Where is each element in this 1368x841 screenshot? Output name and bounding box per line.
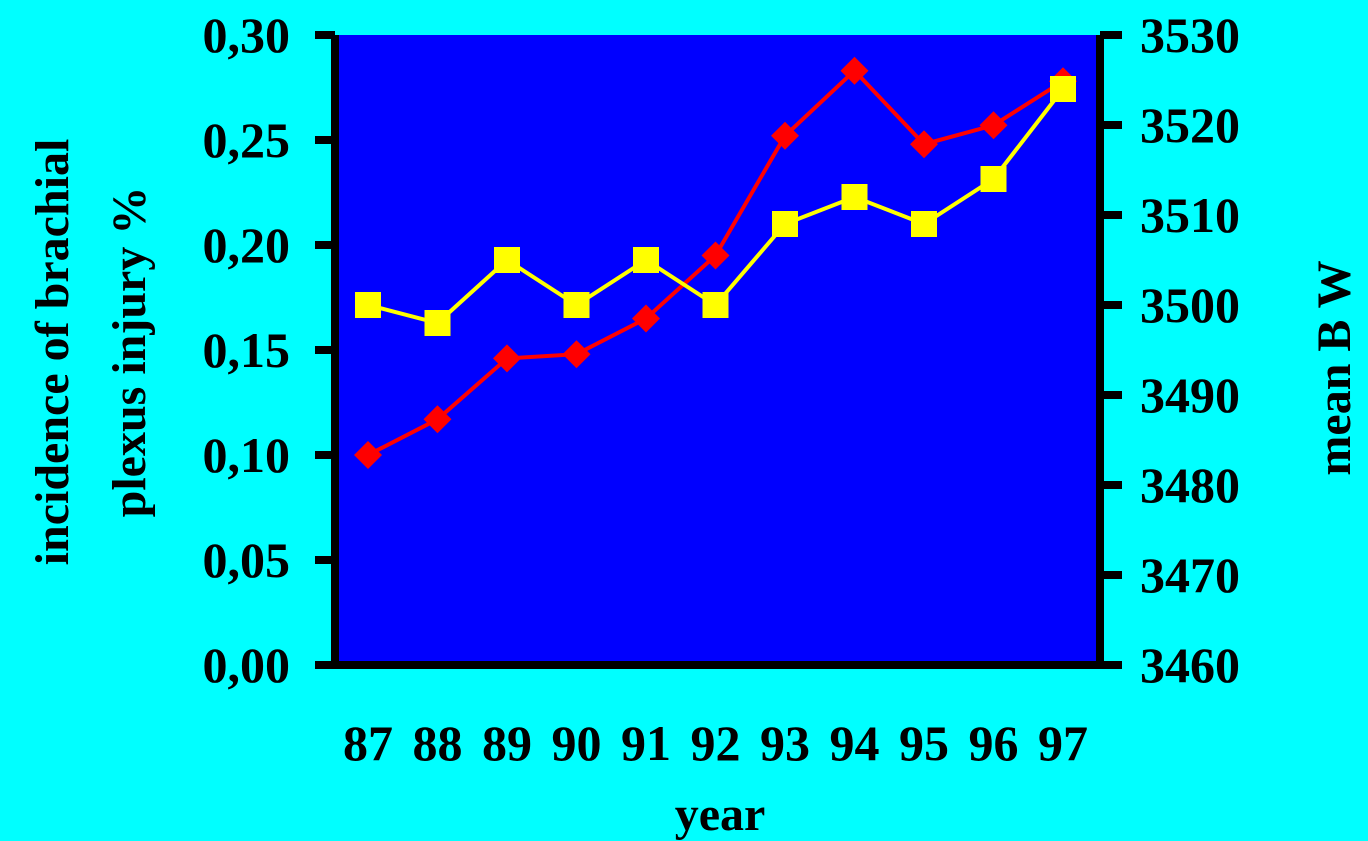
x-tick-label: 96 <box>969 715 1019 771</box>
left-tick-label: 0,25 <box>203 112 291 168</box>
series-2-point-95 <box>911 211 937 237</box>
x-tick-label: 87 <box>343 715 393 771</box>
x-tick-label: 95 <box>899 715 949 771</box>
series-2-point-94 <box>842 184 868 210</box>
x-tick-label: 88 <box>413 715 463 771</box>
right-tick-label: 3520 <box>1140 97 1240 153</box>
series-2-point-90 <box>564 292 590 318</box>
left-axis-title-line: plexus injury % <box>103 187 156 518</box>
left-tick-label: 0,20 <box>203 217 291 273</box>
series-2-point-89 <box>494 247 520 273</box>
left-tick-label: 0,30 <box>203 7 291 63</box>
right-axis-title: mean B W <box>1308 260 1361 475</box>
x-tick-label: 97 <box>1038 715 1088 771</box>
series-2-point-87 <box>355 292 381 318</box>
x-tick-label: 94 <box>830 715 880 771</box>
x-axis-title: year <box>675 788 766 841</box>
right-tick-label: 3510 <box>1140 187 1240 243</box>
left-tick-label: 0,05 <box>203 532 291 588</box>
series-2-point-92 <box>703 292 729 318</box>
right-tick-label: 3470 <box>1140 547 1240 603</box>
x-tick-label: 93 <box>760 715 810 771</box>
series-2-point-88 <box>425 310 451 336</box>
series-2-point-91 <box>633 247 659 273</box>
x-tick-label: 92 <box>691 715 741 771</box>
left-tick-label: 0,00 <box>203 637 291 693</box>
right-tick-label: 3530 <box>1140 7 1240 63</box>
x-tick-label: 90 <box>552 715 602 771</box>
x-tick-label: 89 <box>482 715 532 771</box>
x-tick-label: 91 <box>621 715 671 771</box>
series-2-point-93 <box>772 211 798 237</box>
right-tick-label: 3490 <box>1140 367 1240 423</box>
left-tick-label: 0,10 <box>203 427 291 483</box>
left-tick-label: 0,15 <box>203 322 291 378</box>
right-tick-label: 3500 <box>1140 277 1240 333</box>
right-tick-label: 3460 <box>1140 637 1240 693</box>
right-tick-label: 3480 <box>1140 457 1240 513</box>
series-2-point-97 <box>1050 76 1076 102</box>
left-axis-title-line: incidence of brachial <box>26 139 79 566</box>
series-2-point-96 <box>981 166 1007 192</box>
